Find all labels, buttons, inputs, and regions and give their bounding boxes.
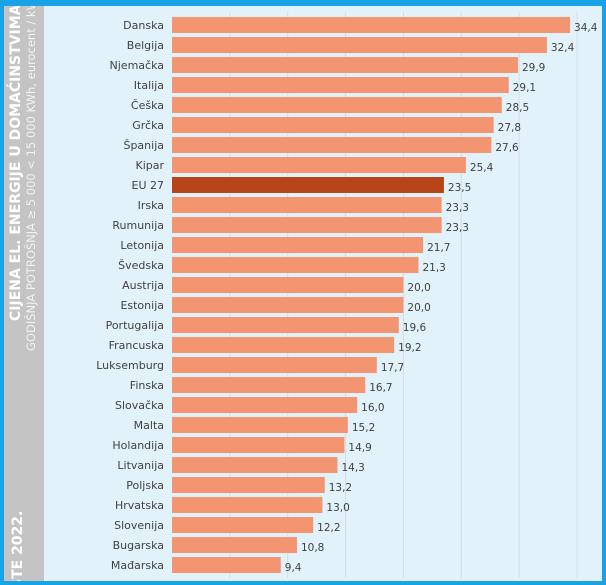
bar [172,477,325,493]
bar [172,517,314,533]
bar [172,297,404,313]
category-label: Danska [123,19,164,32]
category-label: Slovačka [115,399,164,412]
category-label: Poljska [126,479,164,492]
bar [172,397,358,413]
data-label: 21,3 [422,262,445,274]
bar [172,37,547,53]
bar [172,17,571,33]
data-label: 17,7 [381,362,404,374]
category-label: Irska [138,199,164,212]
data-label: 29,9 [522,62,545,74]
data-label: 34,4 [574,22,598,34]
category-label: Kipar [135,159,164,172]
data-label: 19,6 [403,322,427,334]
data-label: 9,4 [285,562,302,574]
data-label: 14,9 [348,442,371,454]
bar [172,377,366,393]
bar [172,337,395,353]
data-label: 23,5 [448,182,471,194]
bar [172,557,281,573]
data-label: 19,2 [398,342,421,354]
data-label: 16,7 [369,382,392,394]
category-label: Italija [134,79,164,92]
category-label: Finska [130,379,164,392]
category-label: Luksemburg [96,359,164,372]
bar [172,357,377,373]
bar [172,157,466,173]
category-label: Letonija [120,239,164,252]
category-label: EU 27 [132,179,165,192]
bar [172,57,518,73]
data-label: 27,6 [495,142,519,154]
category-label: Slovenija [114,519,164,532]
bar [172,137,492,153]
data-label: 32,4 [551,42,575,54]
bar [172,77,509,93]
bar [172,117,494,133]
data-label: 27,8 [498,122,521,134]
data-label: 23,3 [446,202,469,214]
category-label: Litvanija [117,459,164,472]
bar [172,177,444,193]
bar [172,537,297,553]
category-label: Bugarska [113,539,164,552]
data-label: 21,7 [427,242,450,254]
category-label: Rumunija [112,219,164,232]
bar [172,97,502,113]
category-label: Austrija [122,279,164,292]
data-label: 20,0 [407,302,430,314]
bar [172,317,399,333]
bar [172,197,442,213]
bar [172,437,345,453]
bar [172,237,424,253]
category-label: Estonija [120,299,164,312]
data-label: 13,2 [329,482,352,494]
data-label: 10,8 [301,542,324,554]
category-label: Njemačka [110,59,164,72]
category-label: Francuska [109,339,164,352]
category-label: Grčka [132,119,164,132]
category-label: Mađarska [111,559,164,572]
data-label: 20,0 [407,282,430,294]
bar [172,457,338,473]
bar [172,497,323,513]
category-label: Hrvatska [115,499,164,512]
category-label: Švedska [118,259,164,272]
bar [172,417,348,433]
data-label: 25,4 [470,162,494,174]
category-label: Španija [123,139,164,152]
category-label: Holandija [112,439,164,452]
data-label: 13,0 [326,502,349,514]
data-label: 23,3 [446,222,469,234]
category-label: Češka [131,99,164,112]
sidebar: CIJENA EL. ENERGIJE U DOMAĆINSTVIMA GODI… [4,6,44,581]
category-label: Belgija [127,39,164,52]
data-label: 14,3 [341,462,364,474]
data-label: 16,0 [361,402,384,414]
category-label: Malta [134,419,164,432]
data-label: 12,2 [317,522,340,534]
category-label: Portugalija [106,319,164,332]
data-label: 28,5 [506,102,529,114]
bar [172,217,442,233]
data-label: 29,1 [513,82,536,94]
bar [172,257,419,273]
data-label: 15,2 [352,422,375,434]
bar [172,277,404,293]
